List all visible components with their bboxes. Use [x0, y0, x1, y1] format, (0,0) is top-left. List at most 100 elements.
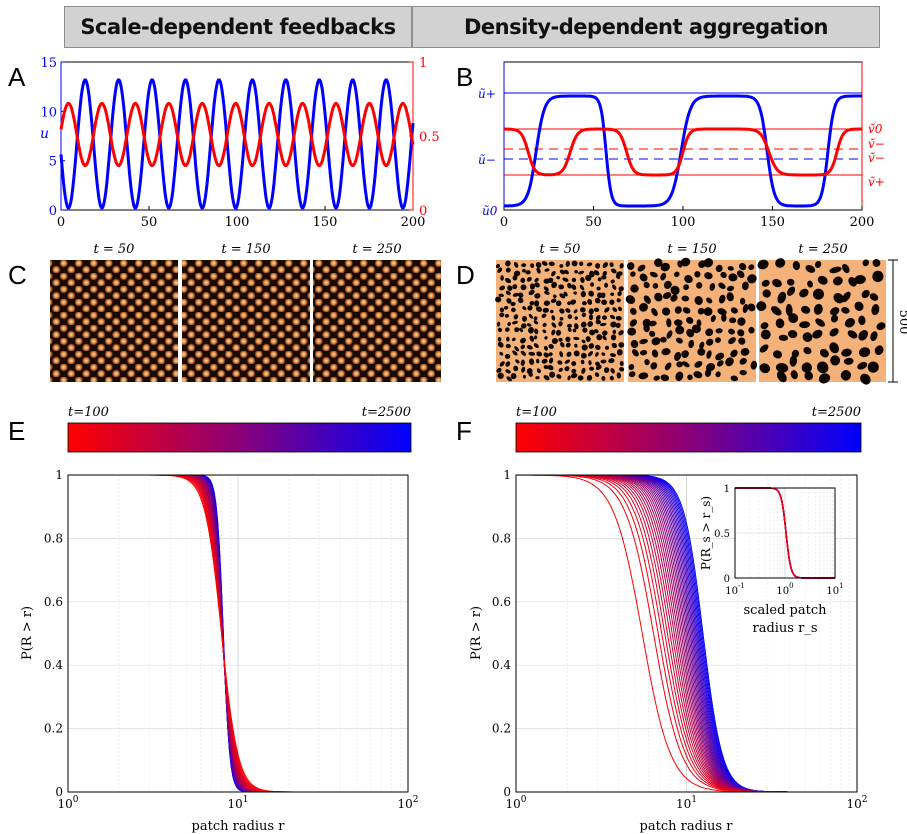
pattern-spot	[640, 349, 648, 356]
snapshot-d-label-3: t = 250	[798, 242, 847, 257]
colorbar-f-end: t=2500	[812, 405, 861, 420]
pattern-spot	[581, 312, 587, 318]
pattern-spot	[611, 268, 617, 274]
pattern-spot	[534, 282, 540, 288]
pattern-spot	[580, 277, 585, 283]
pattern-spot	[506, 298, 512, 304]
pattern-spot	[728, 273, 738, 282]
panel-label-c: C	[8, 260, 27, 290]
pattern-spot	[520, 350, 527, 356]
pattern-spot	[595, 263, 601, 269]
pattern-spot	[512, 274, 518, 281]
pattern-spot	[526, 345, 533, 350]
pattern-spot	[542, 307, 549, 313]
pattern-spot	[854, 301, 864, 311]
pattern-spot	[612, 307, 618, 312]
pattern-spot	[505, 343, 511, 349]
pattern-spot	[750, 360, 758, 370]
pattern-spot	[840, 370, 852, 381]
pattern-spot	[664, 362, 672, 371]
pattern-spot	[717, 308, 727, 316]
panel-a-xtick: 150	[313, 215, 338, 230]
pattern-spot	[497, 372, 504, 379]
pattern-spot	[674, 271, 680, 278]
pattern-spot	[558, 367, 563, 372]
pattern-spot	[709, 282, 716, 291]
pattern-spot	[674, 319, 683, 327]
tick-u-zero: ũ0	[482, 204, 498, 218]
tick-v-zero: ṽ0	[868, 122, 883, 136]
pattern-spot	[571, 277, 577, 283]
pattern-spot	[549, 357, 554, 364]
pattern-spot	[717, 360, 724, 367]
pattern-spot	[728, 337, 736, 345]
xtick-label: 101	[227, 795, 248, 811]
pattern-spot	[551, 329, 556, 336]
panel-b-chart: 0 50 100 150 200 ũ+ ũ− ũ0 ṽ0 ṽ− ṽ− ṽ+	[478, 61, 885, 230]
pattern-spot	[726, 285, 735, 292]
pattern-spot	[550, 309, 554, 314]
pattern-spot	[617, 306, 623, 312]
pattern-spot	[559, 269, 565, 275]
pattern-spot	[775, 258, 786, 268]
pattern-spot	[687, 374, 693, 381]
pattern-spot	[571, 368, 577, 374]
pattern-spot	[618, 342, 625, 348]
pattern-spot	[651, 349, 659, 358]
pattern-spot	[507, 285, 513, 291]
pattern-spot	[497, 341, 504, 348]
pattern-spot	[785, 303, 793, 317]
pattern-spot	[619, 361, 624, 366]
ytick-label: 1	[503, 468, 511, 482]
pattern-spot	[522, 306, 527, 311]
pattern-spot	[626, 262, 635, 270]
pattern-spot	[601, 292, 606, 299]
pattern-spot	[601, 299, 608, 306]
pattern-spot	[756, 301, 767, 312]
panel-b-xtick: 150	[760, 215, 785, 230]
pattern-spot	[511, 307, 516, 313]
pattern-spot	[556, 275, 561, 280]
xtick-label: 101	[826, 582, 843, 597]
pattern-spot	[675, 371, 684, 382]
pattern-spot	[696, 282, 703, 289]
pattern-spot	[513, 261, 519, 268]
pattern-spot	[638, 372, 649, 380]
pattern-spot	[511, 320, 519, 325]
pattern-spot	[772, 278, 782, 288]
pattern-spot	[499, 312, 505, 318]
pattern-spot	[833, 293, 844, 304]
panel-b-xtick: 200	[850, 215, 875, 230]
pattern-spot	[674, 306, 682, 314]
pattern-spot	[872, 259, 881, 267]
pattern-spot	[504, 313, 509, 318]
ytick-label: 0.4	[492, 658, 511, 672]
pattern-spot	[535, 261, 542, 268]
pattern-spot	[526, 323, 532, 327]
pattern-spot	[654, 258, 663, 267]
pattern-spot	[588, 343, 595, 349]
pattern-spot	[593, 307, 600, 313]
pattern-spot	[681, 350, 689, 358]
pattern-spot	[535, 306, 543, 312]
pattern-spot	[803, 346, 812, 355]
pattern-spot	[725, 357, 734, 367]
pattern-spot	[556, 374, 562, 379]
pattern-spot	[596, 292, 603, 299]
pattern-spot	[587, 351, 594, 357]
pattern-spot	[529, 300, 535, 306]
pattern-spot	[648, 320, 657, 327]
pattern-spot	[504, 353, 511, 359]
pattern-spot	[548, 261, 555, 267]
pattern-spot	[801, 362, 813, 373]
panel-e-frame	[67, 474, 409, 793]
panel-label-a: A	[8, 62, 26, 92]
pattern-spot	[533, 316, 538, 321]
pattern-spot	[564, 359, 570, 364]
pattern-spot	[818, 373, 831, 384]
pattern-spot	[660, 272, 667, 281]
pattern-spot	[512, 350, 518, 356]
pattern-spot	[596, 334, 603, 341]
pattern-spot	[543, 286, 549, 292]
